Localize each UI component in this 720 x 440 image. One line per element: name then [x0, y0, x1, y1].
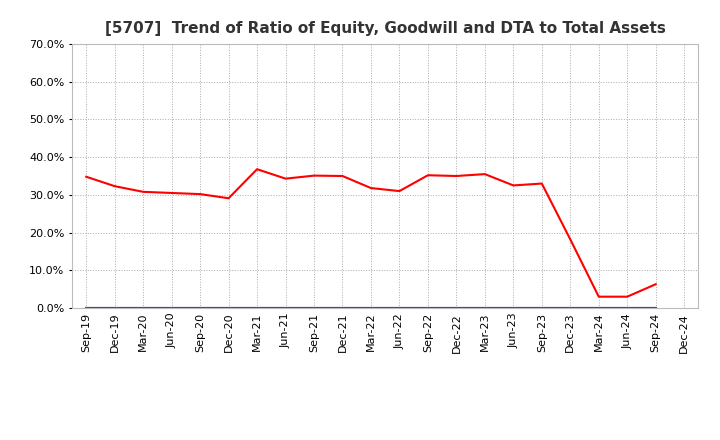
Deferred Tax Assets: [167, 305, 176, 311]
Goodwill: [509, 305, 518, 311]
Goodwill: [310, 305, 318, 311]
Equity: [366, 185, 375, 191]
Equity: [509, 183, 518, 188]
Deferred Tax Assets: [310, 305, 318, 311]
Equity: [595, 294, 603, 299]
Deferred Tax Assets: [395, 305, 404, 311]
Deferred Tax Assets: [509, 305, 518, 311]
Goodwill: [167, 305, 176, 311]
Goodwill: [452, 305, 461, 311]
Deferred Tax Assets: [282, 305, 290, 311]
Goodwill: [338, 305, 347, 311]
Equity: [623, 294, 631, 299]
Goodwill: [537, 305, 546, 311]
Deferred Tax Assets: [110, 305, 119, 311]
Equity: [225, 196, 233, 201]
Goodwill: [623, 305, 631, 311]
Goodwill: [652, 305, 660, 311]
Goodwill: [110, 305, 119, 311]
Equity: [566, 237, 575, 242]
Deferred Tax Assets: [423, 305, 432, 311]
Equity: [139, 189, 148, 194]
Goodwill: [366, 305, 375, 311]
Title: [5707]  Trend of Ratio of Equity, Goodwill and DTA to Total Assets: [5707] Trend of Ratio of Equity, Goodwil…: [105, 21, 665, 36]
Goodwill: [595, 305, 603, 311]
Equity: [253, 167, 261, 172]
Equity: [480, 172, 489, 177]
Deferred Tax Assets: [480, 305, 489, 311]
Equity: [338, 173, 347, 179]
Equity: [452, 173, 461, 179]
Goodwill: [395, 305, 404, 311]
Equity: [537, 181, 546, 186]
Line: Equity: Equity: [86, 169, 656, 297]
Equity: [423, 172, 432, 178]
Equity: [282, 176, 290, 181]
Deferred Tax Assets: [623, 305, 631, 311]
Equity: [652, 282, 660, 287]
Equity: [395, 188, 404, 194]
Deferred Tax Assets: [452, 305, 461, 311]
Goodwill: [253, 305, 261, 311]
Goodwill: [566, 305, 575, 311]
Deferred Tax Assets: [196, 305, 204, 311]
Deferred Tax Assets: [139, 305, 148, 311]
Goodwill: [480, 305, 489, 311]
Goodwill: [423, 305, 432, 311]
Goodwill: [282, 305, 290, 311]
Deferred Tax Assets: [82, 305, 91, 311]
Deferred Tax Assets: [652, 305, 660, 311]
Equity: [110, 183, 119, 189]
Deferred Tax Assets: [338, 305, 347, 311]
Equity: [310, 173, 318, 178]
Goodwill: [196, 305, 204, 311]
Equity: [167, 191, 176, 196]
Deferred Tax Assets: [537, 305, 546, 311]
Equity: [196, 191, 204, 197]
Deferred Tax Assets: [366, 305, 375, 311]
Deferred Tax Assets: [566, 305, 575, 311]
Goodwill: [139, 305, 148, 311]
Equity: [82, 174, 91, 180]
Goodwill: [82, 305, 91, 311]
Deferred Tax Assets: [225, 305, 233, 311]
Goodwill: [225, 305, 233, 311]
Deferred Tax Assets: [595, 305, 603, 311]
Deferred Tax Assets: [253, 305, 261, 311]
